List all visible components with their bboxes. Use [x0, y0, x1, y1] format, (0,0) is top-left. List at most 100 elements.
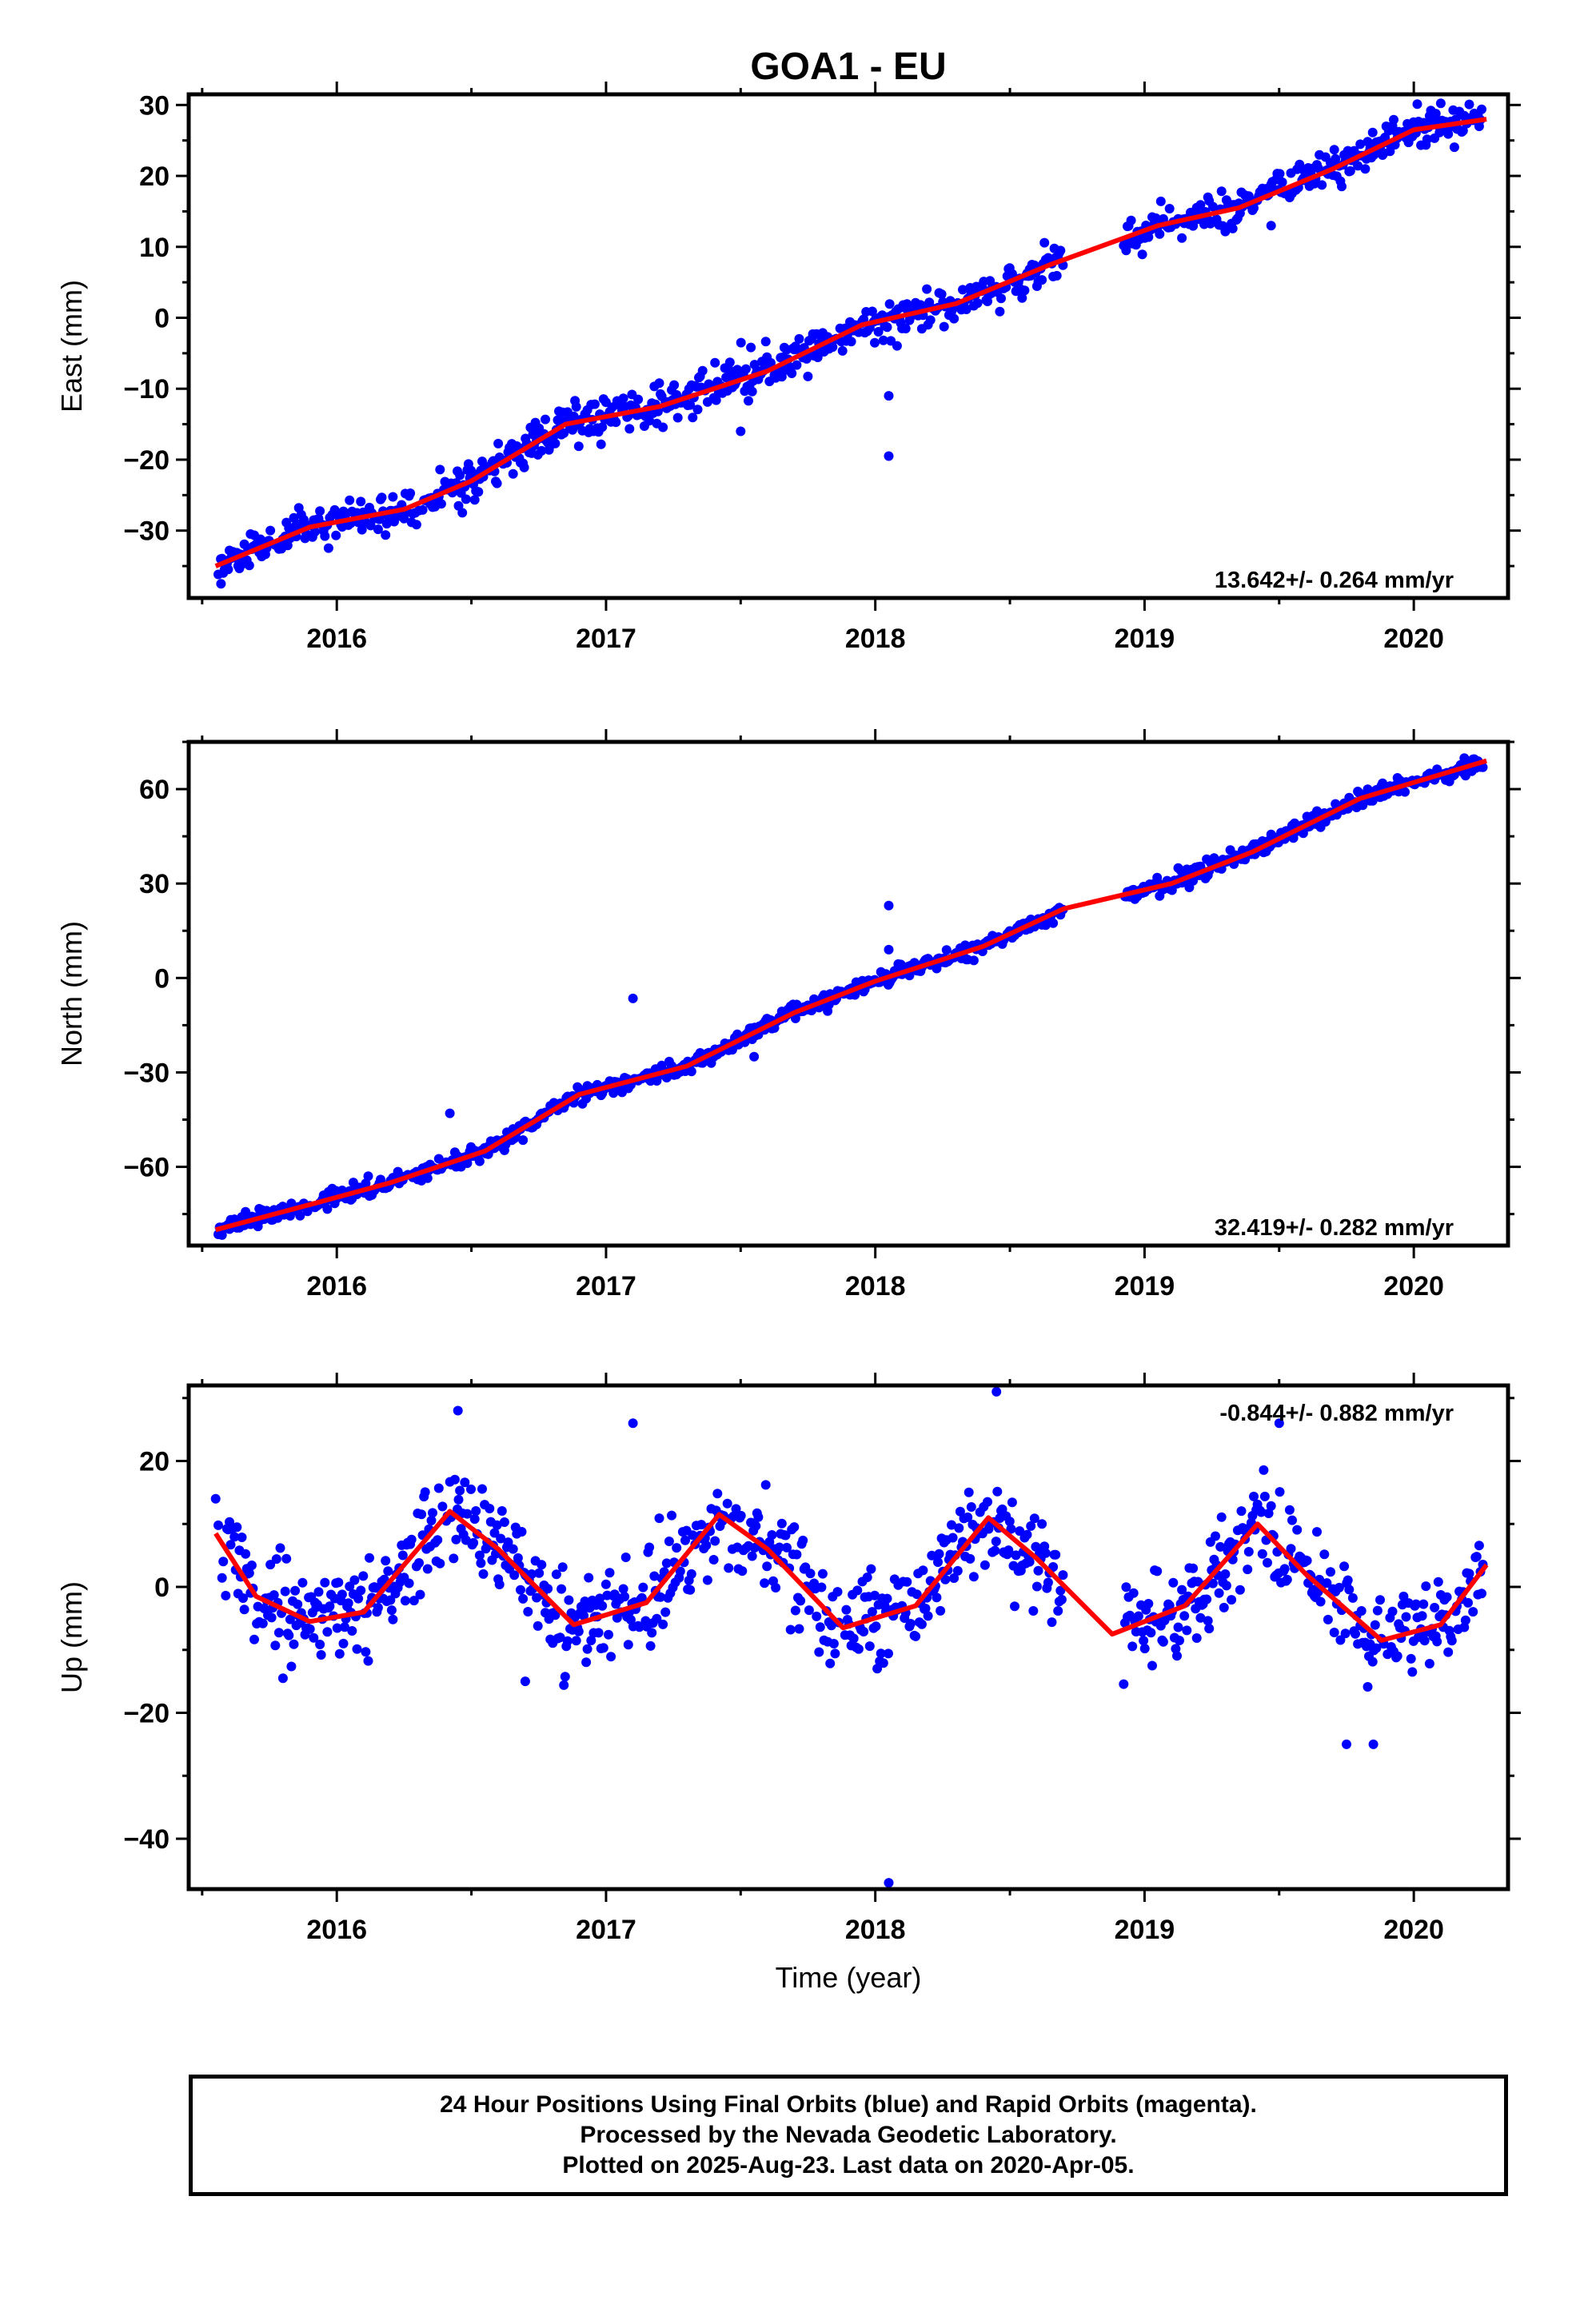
data-point [965, 1553, 976, 1564]
data-point [659, 1567, 669, 1577]
data-point [363, 1656, 373, 1666]
outlier-point [210, 1493, 221, 1504]
data-point [246, 1561, 257, 1570]
data-point [404, 1578, 414, 1589]
data-point [1243, 1565, 1253, 1575]
data-point [218, 1557, 229, 1567]
data-point [508, 1544, 518, 1554]
data-point [519, 462, 529, 472]
data-point [711, 395, 721, 405]
data-point [1387, 1606, 1398, 1616]
data-point [1207, 201, 1218, 212]
data-point [1127, 1641, 1138, 1652]
data-point [618, 393, 628, 404]
chart-title: GOA1 - EU [750, 46, 946, 88]
y-tick-label: 10 [139, 233, 170, 263]
data-point [383, 1566, 393, 1577]
panel-up: −40 −20 0 20 2016 2017 2018 2019 2020 Up (mm) -0.8… [55, 1373, 1521, 1945]
data-point [1010, 1601, 1019, 1612]
x-tick-label: 2020 [1383, 1915, 1444, 1945]
data-point [1017, 293, 1027, 303]
data-point [493, 438, 504, 448]
y-axis-label-north: North (mm) [55, 921, 88, 1066]
data-point [872, 1664, 883, 1674]
data-point [373, 1603, 383, 1612]
data-point [1275, 169, 1285, 179]
data-point [1243, 191, 1254, 201]
data-point [1006, 1524, 1016, 1534]
data-point [1168, 1577, 1179, 1588]
data-point [1277, 177, 1287, 187]
data-point [685, 400, 696, 410]
data-point [708, 1555, 719, 1565]
data-point [596, 439, 606, 449]
data-point [238, 1593, 248, 1603]
data-point [1443, 1647, 1454, 1657]
data-point [347, 1626, 357, 1636]
data-point [471, 1506, 481, 1516]
data-point [433, 1535, 443, 1545]
data-point [1128, 1588, 1139, 1598]
data-point [1137, 249, 1147, 260]
data-point [1155, 196, 1166, 206]
data-point [422, 1564, 433, 1574]
x-tick-label: 2020 [1383, 1271, 1444, 1302]
data-point [381, 530, 391, 540]
data-point [373, 524, 383, 535]
data-point [933, 1557, 943, 1567]
data-point [686, 1066, 696, 1077]
data-point [435, 1558, 445, 1569]
data-point [620, 1553, 631, 1562]
data-point [381, 519, 392, 529]
data-point [724, 1563, 734, 1573]
data-point [474, 1550, 485, 1561]
data-point [466, 1484, 476, 1494]
data-point [731, 1504, 741, 1514]
data-point [249, 1634, 259, 1644]
data-point [923, 1611, 933, 1621]
data-point [785, 1624, 796, 1635]
data-point [358, 1571, 369, 1581]
data-point [1459, 753, 1470, 763]
data-point [1172, 1651, 1182, 1661]
data-point [1319, 1549, 1330, 1560]
data-point [1286, 1544, 1296, 1554]
data-point [322, 1627, 333, 1637]
data-point [1331, 153, 1341, 164]
data-point [462, 1158, 473, 1168]
data-point [661, 1558, 672, 1569]
data-point [1392, 1651, 1402, 1661]
data-point [1227, 1595, 1237, 1605]
data-point [428, 1508, 437, 1518]
data-point [449, 1474, 460, 1485]
data-point [765, 357, 776, 368]
data-points-east [213, 98, 1486, 589]
data-point [792, 360, 802, 370]
data-point [1292, 1525, 1303, 1535]
data-point [457, 508, 468, 518]
y-tick-label: 60 [139, 775, 170, 805]
data-point [1435, 98, 1446, 109]
data-point [461, 494, 471, 504]
data-point [686, 1569, 696, 1579]
data-point [232, 1522, 242, 1533]
data-point [1477, 1589, 1486, 1599]
data-point [557, 1562, 568, 1573]
outlier-point [749, 1051, 760, 1062]
x-tick-label: 2018 [845, 624, 906, 654]
data-point [476, 1558, 486, 1569]
data-point [1406, 1653, 1416, 1664]
data-point [573, 1626, 584, 1636]
data-point [1355, 139, 1366, 149]
data-point [1401, 1612, 1411, 1622]
data-point [852, 1585, 863, 1596]
x-tick-label: 2018 [845, 1915, 906, 1945]
data-point [400, 1596, 410, 1606]
data-point [1056, 1594, 1067, 1604]
data-point [790, 1013, 800, 1023]
data-point [660, 1607, 671, 1617]
data-point [1463, 1597, 1473, 1608]
data-point [489, 1528, 500, 1538]
data-point [774, 1542, 784, 1553]
data-point [972, 298, 983, 309]
